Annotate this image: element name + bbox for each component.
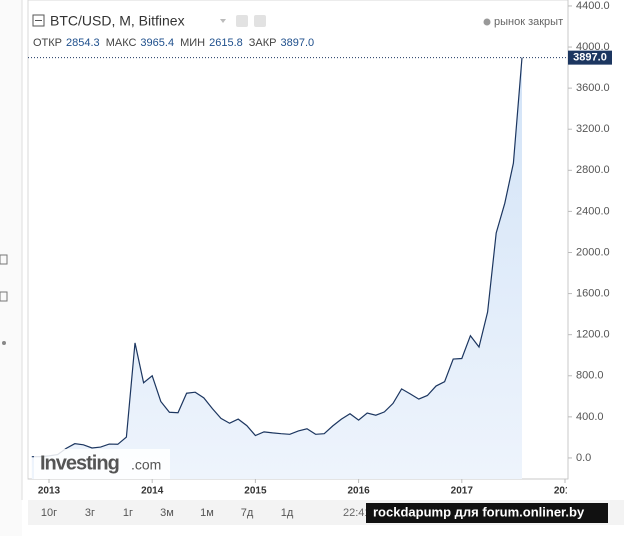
last-price-label: 3897.0 [573, 52, 607, 64]
y-tick-label: 2800.0 [576, 164, 610, 176]
time-label: 22:41 [343, 507, 371, 519]
range-buttons: 10г 3г 1г 3м 1м 7д 1д [41, 507, 294, 519]
y-tick-label: 2000.0 [576, 246, 610, 258]
plot-area [31, 57, 523, 479]
x-tick-label: 2014 [141, 486, 164, 497]
watermark-bg [366, 503, 608, 523]
tool-icon[interactable] [0, 254, 8, 265]
watermark: rockdapump для forum.onliner.by [373, 504, 585, 519]
ohlc-value: 2615.8 [209, 37, 243, 49]
tool-strip [0, 0, 22, 536]
range-button[interactable]: 7д [241, 507, 254, 519]
settings-icon[interactable] [236, 15, 248, 27]
range-button[interactable]: 1м [200, 507, 214, 519]
y-tick-label: 1200.0 [576, 329, 610, 341]
ohlc-name: МАКС [106, 37, 137, 49]
ohlc-value: 2854.3 [66, 37, 100, 49]
settings-icon[interactable] [254, 15, 266, 27]
x-tick-label: 2018 [554, 486, 577, 497]
y-tick-label: 0.0 [576, 452, 591, 464]
x-tick-label: 2013 [38, 486, 61, 497]
y-tick-label: 400.0 [576, 411, 604, 423]
y-tick-label: 1600.0 [576, 287, 610, 299]
range-button[interactable]: 3г [85, 507, 95, 519]
area [31, 57, 523, 479]
logo-bg [34, 449, 170, 479]
logo-brand: Investing [40, 452, 119, 474]
ohlc-name: ОТКР [33, 37, 62, 49]
market-status: рынок закрыт [494, 16, 563, 28]
x-tick-label: 2016 [347, 486, 370, 497]
ohlc-value: 3965.4 [140, 37, 174, 49]
range-button[interactable]: 10г [41, 507, 57, 519]
range-button[interactable]: 3м [160, 507, 174, 519]
y-tick-label: 4400.0 [576, 0, 610, 12]
price-line [31, 57, 523, 458]
y-tick-label: 3600.0 [576, 82, 610, 94]
collapse-icon[interactable] [32, 14, 45, 27]
ohlc-name: МИН [180, 37, 205, 49]
range-button[interactable]: 1г [123, 507, 133, 519]
y-tick-label: 2400.0 [576, 205, 610, 217]
ohlc-row: ОТКР 2854.3 МАКС 3965.4 МИН 2615.8 ЗАКР 3897.0 [33, 37, 314, 49]
y-tick-label: 800.0 [576, 370, 604, 382]
x-tick-labels: 2013 2014 2015 2016 2017 2018 [38, 486, 577, 497]
ohlc-name: ЗАКР [249, 37, 277, 49]
y-tick-label: 3200.0 [576, 123, 610, 135]
range-button[interactable]: 1д [281, 507, 294, 519]
tool-icon[interactable] [0, 291, 8, 302]
x-tick-label: 2015 [244, 486, 267, 497]
x-tick-label: 2017 [451, 486, 474, 497]
last-price-box [568, 50, 612, 65]
tool-icon[interactable] [2, 341, 6, 345]
dropdown-icon[interactable] [220, 19, 226, 23]
y-tick-label: 4000.0 [576, 41, 610, 53]
logo-suffix: .com [131, 457, 161, 473]
ohlc-value: 3897.0 [280, 37, 314, 49]
status-dot [483, 18, 491, 26]
chart-title: BTC/USD, M, Bitfinex [50, 13, 185, 29]
